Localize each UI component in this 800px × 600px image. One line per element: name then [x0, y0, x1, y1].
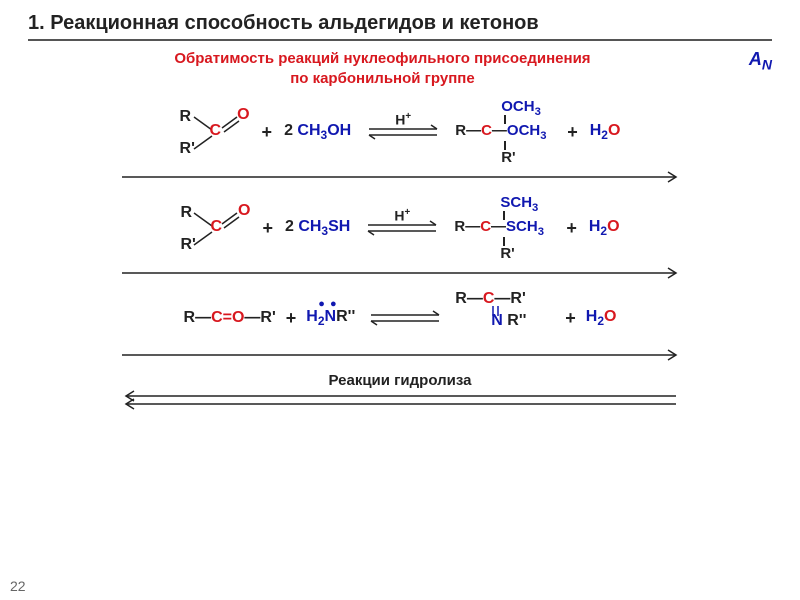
- water-byproduct: H2O: [586, 308, 617, 328]
- reaction-1: R C O R' + 2 CH3OH H+ OC: [58, 98, 742, 166]
- plus-sign: +: [566, 218, 577, 239]
- plus-sign: +: [262, 218, 273, 239]
- equilibrium-arrow-1: H+: [363, 115, 443, 149]
- reagent-thiol: 2 CH3SH: [285, 218, 350, 238]
- reagent-amine: ● ● H2NR'': [306, 308, 355, 328]
- plus-sign: +: [286, 308, 297, 329]
- water-byproduct: H2O: [590, 122, 621, 142]
- forward-arrow-3: [120, 348, 680, 362]
- plus-sign: +: [262, 122, 273, 143]
- reaction-2: R C O R' + 2 CH3SH H+ SC: [58, 194, 742, 262]
- equilibrium-arrow-2: H+: [362, 211, 442, 245]
- plus-sign: +: [567, 122, 578, 143]
- slide-title: 1. Реакционная способность альдегидов и …: [28, 12, 772, 35]
- carbonyl-reactant-2: R C O R': [180, 198, 250, 258]
- equilibrium-arrow-3: [365, 301, 445, 335]
- forward-arrow-2: [120, 266, 680, 280]
- hydrolysis-label: Реакции гидролиза: [329, 372, 472, 389]
- plus-sign: +: [565, 308, 576, 329]
- water-byproduct: H2O: [589, 218, 620, 238]
- carbonyl-reactant-1: R C O R': [180, 102, 250, 162]
- slide-subtitle: Обратимость реакций нуклеофильного присо…: [28, 49, 737, 88]
- page-number: 22: [10, 578, 26, 594]
- thioacetal-product: SCH3 R—C—SCH3 R': [454, 194, 554, 262]
- forward-arrow-1: [120, 170, 680, 184]
- reaction-3: R—C=O—R' + ● ● H2NR'' R—C—R': [58, 290, 742, 346]
- mechanism-label: AN: [749, 49, 772, 73]
- acetal-product-1: OCH3 R—C—OCH3 R': [455, 98, 555, 166]
- reverse-double-arrow: [120, 390, 680, 410]
- imine-product: R—C—R' N R'': [455, 290, 555, 346]
- carbonyl-linear: R—C=O—R': [184, 309, 276, 327]
- reagent-methanol: 2 CH3OH: [284, 122, 351, 142]
